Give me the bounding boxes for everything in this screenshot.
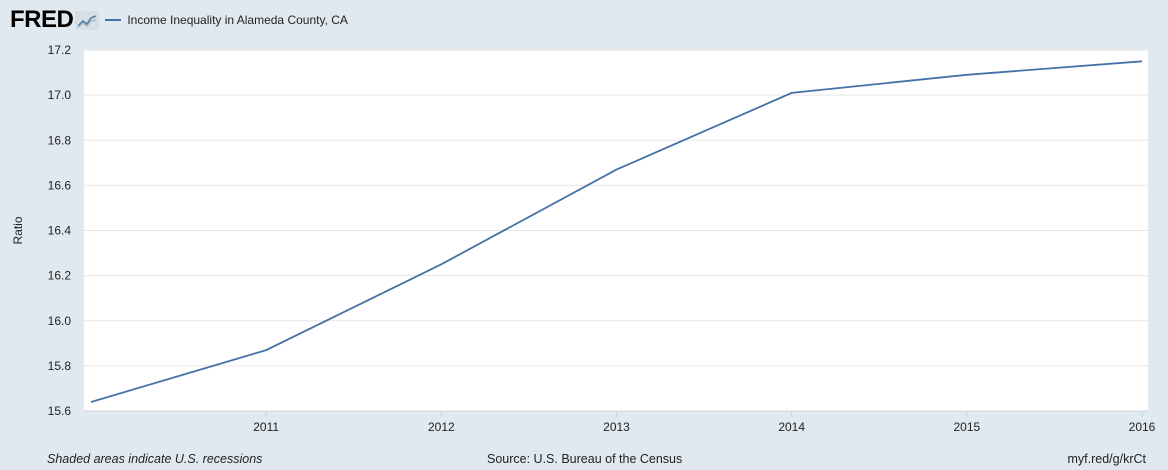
x-tick-label: 2014	[778, 420, 805, 434]
y-tick-label: 15.8	[48, 359, 72, 373]
y-tick-label: 17.2	[48, 43, 72, 57]
chart-header: FRED Income Inequality in Alameda County…	[10, 6, 348, 34]
series-line[interactable]	[90, 60, 1143, 403]
x-axis: 2011 2012 2013 2014 2015 2016	[84, 410, 1156, 434]
y-axis-label: Ratio	[11, 216, 25, 244]
y-tick-label: 16.2	[48, 269, 72, 283]
y-tick-label: 17.0	[48, 88, 72, 102]
chart-line-icon	[75, 10, 100, 30]
legend-swatch	[105, 19, 122, 21]
line-chart: 15.6 15.8 16.0 16.2 16.4 16.6 16.8 17.0 17.2 201…	[11, 43, 1156, 434]
recession-note: Shaded areas indicate U.S. recessions	[47, 452, 263, 466]
x-tick-label: 2012	[428, 420, 455, 434]
source-note: Source: U.S. Bureau of the Census	[487, 452, 683, 466]
x-tick-label: 2011	[253, 420, 279, 434]
y-tick-label: 16.4	[48, 224, 72, 238]
fred-logo[interactable]: FRED	[10, 6, 74, 33]
x-tick-label: 2016	[1129, 420, 1156, 434]
short-link[interactable]: myf.red/g/krCt	[1067, 452, 1147, 466]
y-tick-label: 16.0	[48, 314, 72, 328]
x-tick-label: 2013	[603, 420, 630, 434]
legend-label: Income Inequality in Alameda County, CA	[127, 13, 348, 27]
y-tick-label: 16.6	[48, 178, 72, 192]
y-axis: 15.6 15.8 16.0 16.2 16.4 16.6 16.8 17.0 17.2	[48, 43, 72, 418]
y-tick-label: 16.8	[48, 133, 72, 147]
legend: Income Inequality in Alameda County, CA	[105, 13, 348, 27]
y-tick-label: 15.6	[48, 404, 72, 418]
x-tick-label: 2015	[953, 420, 980, 434]
